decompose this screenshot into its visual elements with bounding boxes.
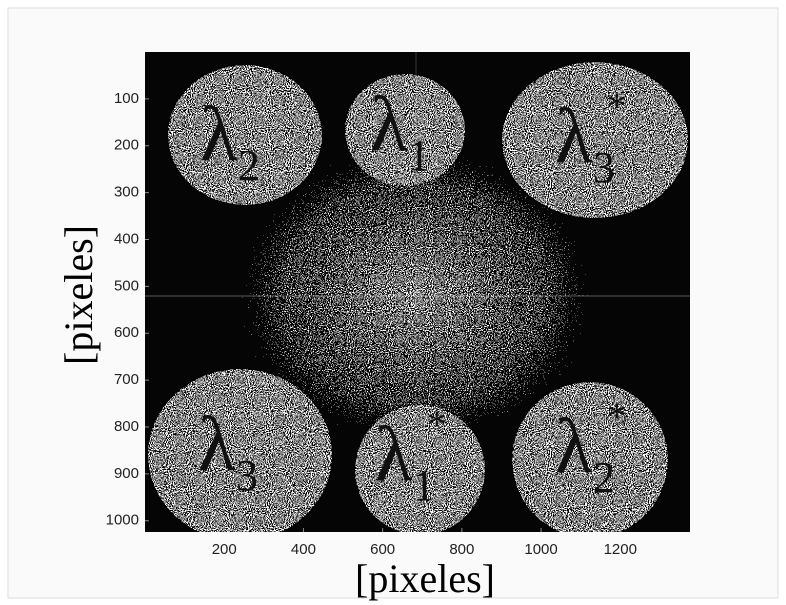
x-axis-label: [pixeles] bbox=[355, 556, 495, 601]
lambda-symbol: λ bbox=[375, 410, 413, 497]
lambda-subscript: 3 bbox=[593, 143, 615, 192]
figure: [pixeles] [pixeles] 20040060080010001200… bbox=[0, 0, 786, 605]
y-tick-label: 300 bbox=[114, 184, 139, 201]
y-tick-label: 900 bbox=[114, 465, 139, 482]
lambda-symbol: λ bbox=[370, 80, 408, 167]
x-tick-label: 800 bbox=[449, 541, 474, 558]
y-tick-label: 500 bbox=[114, 277, 139, 294]
x-tick-label: 600 bbox=[370, 541, 395, 558]
lambda-star: * bbox=[427, 402, 447, 447]
y-axis-label: [pixeles] bbox=[56, 225, 101, 365]
lambda-subscript: 2 bbox=[238, 141, 260, 190]
lambda-subscript: 1 bbox=[408, 131, 430, 180]
y-tick-label: 400 bbox=[114, 230, 139, 247]
x-tick-label: 400 bbox=[291, 541, 316, 558]
lambda-subscript: 1 bbox=[413, 461, 435, 510]
lambda-star: * bbox=[607, 84, 627, 129]
y-tick-label: 100 bbox=[114, 90, 139, 107]
lambda-subscript: 2 bbox=[593, 453, 615, 502]
lambda-symbol: λ bbox=[200, 90, 238, 177]
x-tick-label: 1000 bbox=[524, 541, 557, 558]
y-tick-label: 1000 bbox=[106, 512, 139, 529]
lambda-symbol: λ bbox=[198, 400, 236, 487]
lambda-star: * bbox=[607, 394, 627, 439]
x-tick-label: 200 bbox=[212, 541, 237, 558]
lambda-symbol: λ bbox=[555, 402, 593, 489]
lambda-subscript: 3 bbox=[236, 451, 258, 500]
y-tick-label: 800 bbox=[114, 418, 139, 435]
lambda-symbol: λ bbox=[555, 92, 593, 179]
y-tick-label: 600 bbox=[114, 324, 139, 341]
y-tick-label: 200 bbox=[114, 137, 139, 154]
x-tick-label: 1200 bbox=[604, 541, 637, 558]
y-tick-label: 700 bbox=[114, 371, 139, 388]
